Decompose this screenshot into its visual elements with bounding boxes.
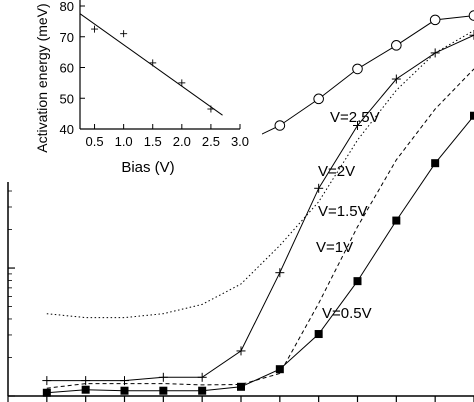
data-point-plus	[391, 74, 401, 84]
inset-y-tick-label: 40	[60, 122, 74, 137]
inset-x-tick-label: 0.5	[86, 134, 104, 149]
inset-background	[0, 0, 262, 182]
data-point-circle	[429, 14, 441, 26]
inset-y-axis-label: Activation energy (meV)	[34, 3, 50, 152]
inset-y-tick-label: 70	[60, 30, 74, 45]
inset-data-point	[178, 79, 186, 87]
inset-y-tick-label: 60	[60, 61, 74, 76]
inset-data-point	[207, 105, 215, 113]
inset-x-tick-label: 2.0	[173, 134, 191, 149]
inset-y-tick-label: 80	[60, 0, 74, 14]
series-line	[46, 34, 474, 382]
data-point-square	[431, 159, 440, 168]
data-point-square	[275, 365, 284, 374]
inset-x-tick-label: 1.0	[115, 134, 133, 149]
series-line	[46, 115, 474, 394]
inset-x-axis-label: Bias (V)	[121, 159, 174, 176]
inset-x-tick-label: 3.0	[231, 134, 249, 149]
inset-data-point	[149, 59, 157, 67]
data-point-circle	[352, 63, 363, 75]
series-v-1-5v	[42, 30, 474, 386]
data-point-square	[470, 111, 474, 120]
inset-y-tick-label: 50	[60, 91, 74, 106]
data-point-square	[42, 388, 51, 397]
data-point-circle	[468, 10, 474, 21]
data-point-square	[198, 386, 207, 395]
series-labels: V=2.5V V=2V V=1.5V V=1V V=0.5V	[316, 109, 380, 322]
inset-data-point	[120, 30, 128, 38]
data-point-plus	[353, 121, 362, 131]
data-point-plus	[430, 48, 440, 58]
series-label: V=1V	[316, 239, 353, 256]
series-v-0-5v	[42, 111, 474, 397]
inset-data-point	[91, 25, 99, 33]
data-point-circle	[274, 120, 286, 131]
data-point-plus	[469, 30, 474, 40]
data-point-square	[237, 382, 245, 391]
data-point-plus	[42, 376, 52, 386]
data-point-plus	[275, 268, 285, 278]
series-label: V=2V	[318, 163, 355, 180]
data-point-circle	[313, 93, 324, 105]
data-point-plus	[158, 372, 168, 382]
data-point-square	[392, 216, 401, 225]
series-line	[46, 29, 474, 319]
inset-plot: 0.5 1.0 1.5 2.0 2.5 3.0 40 50 60 70 80 Bias (V) Acti…	[34, 0, 249, 176]
data-point-square	[159, 386, 168, 395]
data-point-square	[314, 330, 323, 339]
inset-fit-line	[79, 13, 223, 116]
data-point-plus	[197, 372, 207, 382]
data-point-plus	[236, 346, 246, 356]
data-point-square	[120, 386, 129, 395]
data-point-square	[81, 385, 90, 394]
data-point-plus	[314, 183, 324, 193]
series-label: V=2.5V	[330, 109, 380, 126]
inset-x-tick-label: 1.5	[144, 134, 162, 149]
series-label: V=0.5V	[322, 305, 372, 322]
series-v-2v	[46, 29, 474, 319]
data-point-plus	[81, 376, 91, 386]
inset-x-tick-label: 2.5	[202, 134, 220, 149]
series-line	[46, 68, 474, 389]
series-label: V=1.5V	[318, 203, 368, 220]
series-v-1v	[46, 68, 474, 389]
data-point-square	[353, 277, 362, 286]
data-point-circle	[391, 40, 402, 51]
